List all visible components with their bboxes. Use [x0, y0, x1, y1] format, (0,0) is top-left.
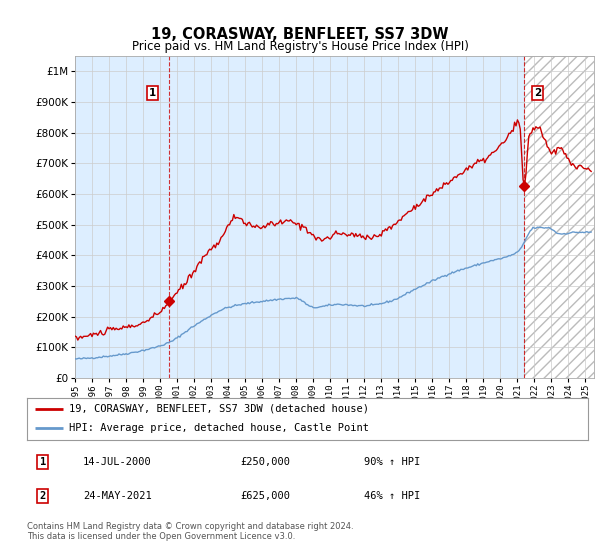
Bar [75, 56, 524, 378]
Text: £250,000: £250,000 [240, 457, 290, 467]
Bar [524, 56, 594, 378]
Text: HPI: Average price, detached house, Castle Point: HPI: Average price, detached house, Cast… [69, 423, 369, 433]
Text: Contains HM Land Registry data © Crown copyright and database right 2024.
This d: Contains HM Land Registry data © Crown c… [27, 522, 353, 542]
Text: 14-JUL-2000: 14-JUL-2000 [83, 457, 152, 467]
Text: 19, CORASWAY, BENFLEET, SS7 3DW: 19, CORASWAY, BENFLEET, SS7 3DW [151, 27, 449, 42]
Text: Price paid vs. HM Land Registry's House Price Index (HPI): Price paid vs. HM Land Registry's House … [131, 40, 469, 53]
Text: £625,000: £625,000 [240, 491, 290, 501]
Text: 46% ↑ HPI: 46% ↑ HPI [364, 491, 420, 501]
Text: 2: 2 [534, 88, 541, 98]
Bar [524, 56, 594, 378]
Text: 24-MAY-2021: 24-MAY-2021 [83, 491, 152, 501]
Text: 19, CORASWAY, BENFLEET, SS7 3DW (detached house): 19, CORASWAY, BENFLEET, SS7 3DW (detache… [69, 404, 369, 414]
Text: 1: 1 [40, 457, 46, 467]
Text: 1: 1 [149, 88, 156, 98]
Text: 2: 2 [40, 491, 46, 501]
Text: 90% ↑ HPI: 90% ↑ HPI [364, 457, 420, 467]
